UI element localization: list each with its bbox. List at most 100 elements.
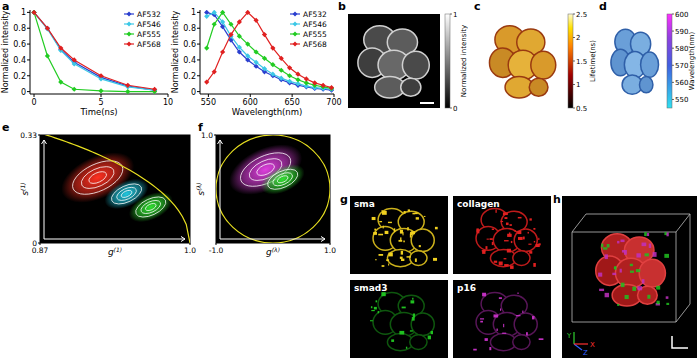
image-background — [453, 280, 551, 358]
y-tick — [197, 28, 200, 29]
speckle — [371, 310, 374, 311]
legend-marker — [293, 32, 298, 37]
speckle — [504, 264, 509, 266]
colorbar-tick — [672, 65, 674, 66]
x-tick — [216, 243, 217, 245]
speckle — [385, 231, 389, 234]
axis-icon-label: Y — [566, 332, 572, 340]
y-tick — [197, 44, 200, 45]
speckle — [533, 263, 536, 267]
x-axis — [44, 237, 185, 242]
speckle — [625, 295, 629, 299]
x-tick-label: 650 — [284, 98, 299, 107]
x-tick — [330, 243, 331, 245]
speckle — [601, 244, 603, 248]
contour — [133, 193, 169, 221]
speckle — [501, 221, 504, 222]
colorbar-tick — [672, 31, 674, 32]
colorbar-tick — [672, 82, 674, 83]
legend-label: AF532 — [137, 10, 161, 19]
speckle — [529, 218, 531, 220]
colorbar-tick-label: 0 — [453, 105, 457, 113]
speckle — [412, 298, 413, 300]
colorbar-label: Lifetime(ns) — [589, 40, 597, 82]
y-axis-label: s(λ) — [195, 183, 206, 196]
y-tick — [197, 91, 200, 92]
data-point — [245, 41, 250, 46]
data-point — [262, 56, 267, 61]
line-chart: 051000.20.40.60.81Time(ns)Normalized int… — [1, 8, 173, 117]
speckle — [402, 307, 406, 309]
cell — [513, 251, 530, 266]
data-point — [220, 19, 225, 24]
speckle — [394, 228, 395, 232]
y-tick-label: 0 — [191, 88, 196, 97]
colorbar-tick-label: 2 — [576, 34, 580, 42]
colorbar-scale — [568, 14, 573, 108]
data-point — [228, 22, 233, 27]
speckle — [620, 240, 624, 243]
legend: AF532AF546AF555AF568 — [124, 10, 161, 49]
icon-axis — [573, 332, 574, 344]
speckle — [371, 306, 372, 308]
data-point — [295, 77, 300, 82]
speckle — [612, 273, 616, 275]
x-tick — [34, 94, 35, 97]
data-point — [321, 83, 326, 88]
image-background — [350, 280, 448, 358]
data-point — [72, 87, 77, 92]
x-tick — [101, 94, 102, 97]
legend-marker — [293, 22, 298, 27]
data-point — [270, 62, 275, 67]
data-point — [304, 76, 309, 81]
y-axis-label: Normalized intensity — [171, 10, 180, 93]
colorbar-tick-label: 0.5 — [576, 105, 587, 113]
speckle — [506, 223, 509, 226]
image-background — [348, 14, 440, 108]
data-point — [237, 34, 242, 39]
speckle — [642, 279, 645, 283]
data-point — [212, 10, 217, 15]
speckle — [412, 317, 415, 321]
x-tick-label: 0 — [31, 98, 36, 107]
speckle — [533, 228, 535, 230]
colorbar-tick — [573, 14, 575, 15]
speckle — [424, 216, 426, 217]
cell — [411, 229, 434, 251]
colorbar-tick-label: 580 — [675, 45, 688, 53]
x-tick-label: 1.0 — [184, 246, 196, 255]
speckle — [532, 316, 535, 319]
channel-image: p16 — [453, 280, 551, 358]
background — [0, 0, 700, 362]
speckle — [379, 254, 384, 256]
speckle — [408, 209, 410, 211]
speckle — [499, 262, 503, 266]
colorbar-tick-label: 1 — [576, 81, 580, 89]
speckle — [482, 293, 486, 297]
panel-label: e — [2, 121, 9, 134]
data-point — [220, 10, 225, 15]
speckle — [647, 233, 649, 236]
data-point — [72, 57, 77, 62]
y-tick — [27, 75, 30, 76]
speckle — [490, 238, 493, 240]
legend-label: AF555 — [303, 30, 327, 39]
legend-marker — [127, 12, 132, 17]
speckle — [388, 263, 389, 265]
speckle — [653, 252, 657, 257]
y-tick-label: 0 — [32, 239, 37, 248]
cells — [476, 209, 537, 267]
plot-area — [204, 10, 334, 93]
channel-label: sma — [354, 199, 375, 209]
speckle — [642, 243, 647, 247]
y-tick — [197, 12, 200, 13]
data-point — [58, 80, 63, 85]
speckle — [598, 273, 602, 277]
panel-label: g — [340, 193, 348, 206]
speckle — [480, 321, 483, 323]
legend: AF532AF546AF555AF568 — [290, 10, 327, 49]
speckle — [476, 228, 478, 232]
speckle — [374, 229, 376, 231]
data-point — [295, 72, 300, 77]
colorbar-tick-label: 560 — [675, 79, 688, 87]
